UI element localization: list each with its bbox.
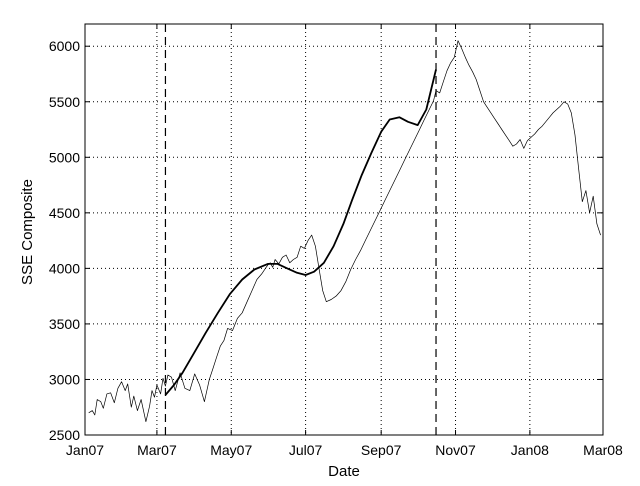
x-tick-label: Nov07: [435, 442, 476, 458]
y-axis-title: SSE Composite: [19, 179, 36, 285]
y-tick-label: 2500: [49, 427, 80, 443]
plot-frame: [84, 23, 604, 436]
x-tick-label: May07: [210, 442, 252, 458]
y-tick-label: 4500: [49, 205, 80, 221]
index-price-line: [88, 40, 601, 423]
plot-background: [85, 24, 603, 435]
y-tick-label: 6000: [49, 38, 80, 54]
y-tick-label: 3500: [49, 316, 80, 332]
x-tick-label: Jan08: [511, 442, 549, 458]
y-tick-label: 5500: [49, 94, 80, 110]
vertical-markers: [164, 24, 437, 435]
y-tick-label: 3000: [49, 371, 80, 387]
x-tick-label: Jul07: [289, 442, 323, 458]
fitted-curve-line: [164, 69, 437, 396]
x-tick-label: Sep07: [361, 442, 402, 458]
y-tick-label: 4000: [49, 260, 80, 276]
axis-ticks: Jan07 Mar07 May07 Jul07 Sep07 Nov07 Jan08 Mar08…: [49, 24, 623, 458]
x-tick-label: Jan07: [66, 442, 104, 458]
data-series: [88, 40, 601, 423]
y-tick-label: 5000: [49, 149, 80, 165]
x-tick-label: Mar07: [137, 442, 177, 458]
x-axis-title: Date: [328, 463, 360, 480]
x-tick-label: Mar08: [583, 442, 623, 458]
